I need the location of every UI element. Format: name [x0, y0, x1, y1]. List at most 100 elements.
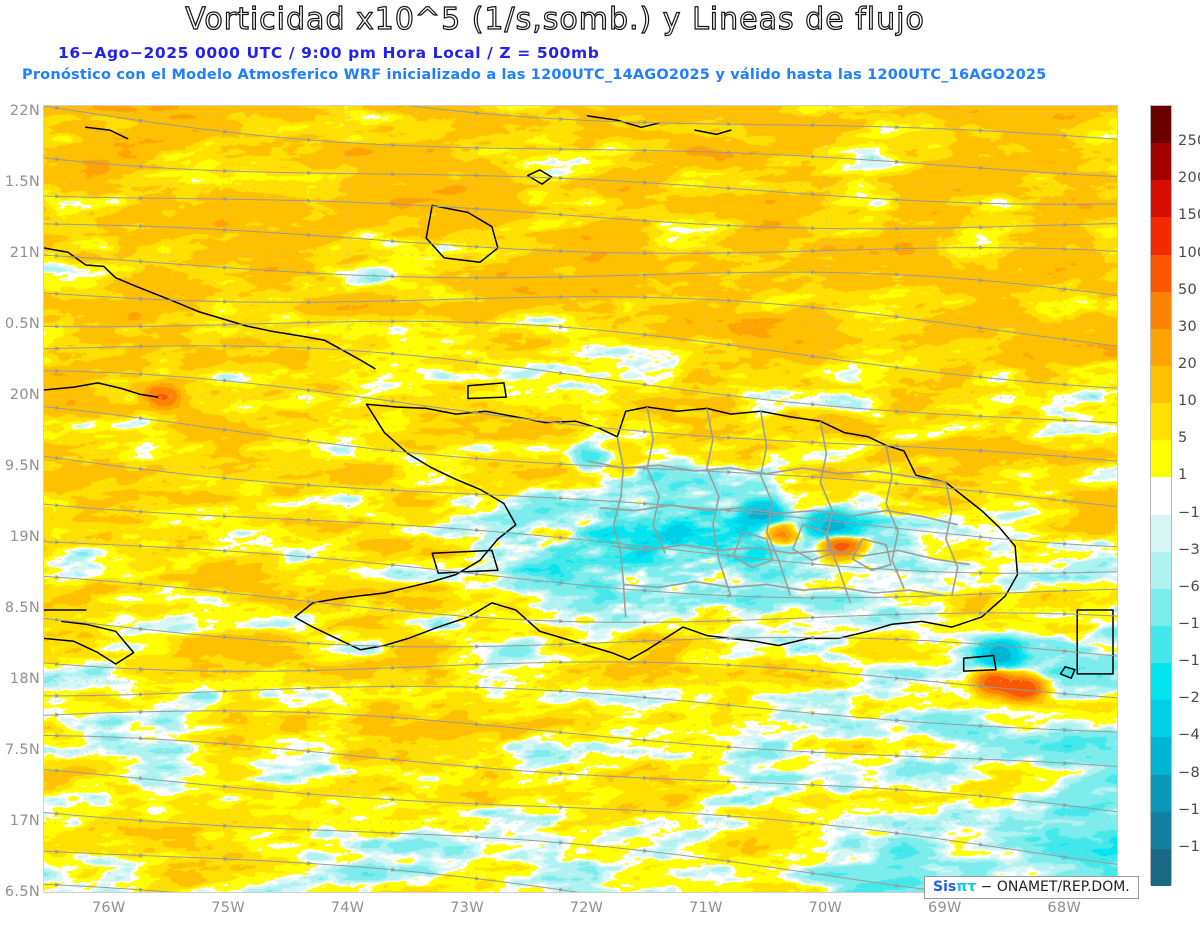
- longitude-tick-label: 76W: [91, 900, 126, 916]
- streamline-arrow: [895, 525, 900, 531]
- streamline-arrow: [475, 359, 480, 365]
- streamline-arrow: [139, 543, 144, 549]
- streamline-arrow: [1063, 570, 1068, 576]
- streamline-arrow: [643, 382, 648, 387]
- colorbar-band: [1151, 663, 1171, 701]
- streamline-arrow: [55, 253, 60, 258]
- coastline: [528, 170, 552, 184]
- colorbar-tick-label: 150: [1178, 207, 1200, 224]
- longitude-tick-label: 73W: [450, 900, 484, 916]
- streamline-arrow: [55, 291, 60, 296]
- streamline-arrow: [895, 787, 900, 792]
- streamline-arrow: [307, 300, 312, 305]
- streamline-arrow: [979, 641, 984, 647]
- logo-separator: −: [976, 879, 997, 895]
- streamline-arrow: [391, 201, 396, 207]
- streamline-arrow: [643, 295, 648, 300]
- latitude-tick-label: 0.5N: [4, 316, 40, 333]
- streamline-arrow: [307, 685, 312, 691]
- streamline-arrow: [643, 588, 648, 593]
- streamline-arrow: [475, 275, 480, 281]
- streamline-arrow: [811, 192, 816, 197]
- coastline: [695, 130, 731, 134]
- streamline: [44, 850, 581, 892]
- coastline: [44, 383, 158, 397]
- streamline-arrow: [979, 448, 984, 453]
- streamline-arrow: [979, 165, 984, 171]
- streamline-arrow: [643, 848, 648, 853]
- streamline-arrow: [727, 813, 732, 819]
- colorbar-band: [1151, 440, 1171, 478]
- streamline-arrow: [643, 501, 648, 506]
- streamline-arrow: [895, 753, 900, 758]
- streamline-arrow: [223, 823, 228, 828]
- streamline-arrow: [643, 620, 648, 625]
- streamline-arrow: [307, 170, 312, 176]
- streamline-arrow: [391, 715, 396, 720]
- streamline-arrow: [391, 607, 396, 613]
- streamline-arrow: [1063, 133, 1068, 138]
- province-border: [732, 531, 774, 569]
- colorbar-tick-label: 250: [1178, 133, 1200, 150]
- streamline: [44, 195, 1117, 230]
- streamline-arrow: [139, 509, 144, 514]
- streamline-arrow: [475, 876, 480, 881]
- streamline: [44, 503, 1117, 574]
- streamline-arrow: [895, 159, 900, 164]
- colorbar-band: [1151, 403, 1171, 441]
- streamline-arrow: [643, 695, 648, 700]
- colorbar-tick-label: 5: [1178, 430, 1188, 447]
- streamline-arrow: [55, 194, 60, 199]
- colorbar-band: [1151, 774, 1171, 812]
- streamline-arrow: [1063, 202, 1068, 207]
- streamline: [44, 541, 1117, 599]
- streamline-arrow: [895, 883, 900, 888]
- colorbar: [1150, 105, 1172, 886]
- coastline: [1077, 610, 1113, 674]
- streamline-arrow: [223, 475, 228, 481]
- streamline-arrow: [895, 272, 900, 277]
- colorbar-tick-label: −12: [1178, 616, 1200, 632]
- streamline-arrow: [979, 325, 984, 331]
- province-border: [599, 504, 958, 526]
- streamline-arrow: [139, 887, 144, 892]
- streamline-arrow: [643, 332, 648, 337]
- colorbar-tick-label: 20: [1178, 356, 1198, 372]
- streamline-arrow: [139, 581, 144, 587]
- coastline: [86, 127, 128, 138]
- streamline: [44, 320, 1117, 389]
- streamline-arrow: [979, 610, 984, 616]
- longitude-tick-label: 74W: [330, 900, 365, 916]
- logo-sis-text: Sis: [933, 879, 957, 895]
- streamline-arrow: [1063, 611, 1068, 617]
- streamline-arrow: [643, 272, 648, 278]
- streamline-arrow: [475, 491, 480, 497]
- streamline: [44, 157, 1117, 205]
- streamline-arrow: [307, 641, 312, 646]
- streamline-arrow: [811, 402, 816, 407]
- longitude-tick-label: 71W: [689, 900, 723, 916]
- streamline-arrow: [643, 218, 648, 223]
- streamline-arrow: [475, 110, 480, 116]
- provider-logo: Sisπτ − ONAMET/REP.DOM.: [924, 876, 1139, 900]
- streamline: [44, 710, 1117, 768]
- streamline-arrow: [139, 324, 144, 329]
- streamline-arrow: [139, 296, 144, 301]
- streamline-arrow: [307, 320, 312, 325]
- streamline-arrow: [307, 861, 312, 866]
- streamline-arrow: [811, 820, 816, 826]
- streamline-layer: [44, 106, 1117, 892]
- streamline-arrow: [979, 793, 984, 799]
- colorbar-tick-label: 10: [1178, 393, 1198, 410]
- longitude-tick-label: 72W: [569, 900, 604, 916]
- streamline-arrow: [55, 324, 60, 329]
- streamline-arrow: [811, 440, 816, 445]
- streamline-arrow: [55, 106, 60, 110]
- streamline-arrow: [391, 797, 396, 802]
- streamline-arrow: [559, 420, 564, 426]
- streamline-arrow: [223, 548, 228, 553]
- streamline-arrow: [223, 669, 228, 674]
- streamline-arrow: [55, 156, 60, 162]
- streamline-arrow: [559, 116, 564, 122]
- province-border: [945, 482, 959, 596]
